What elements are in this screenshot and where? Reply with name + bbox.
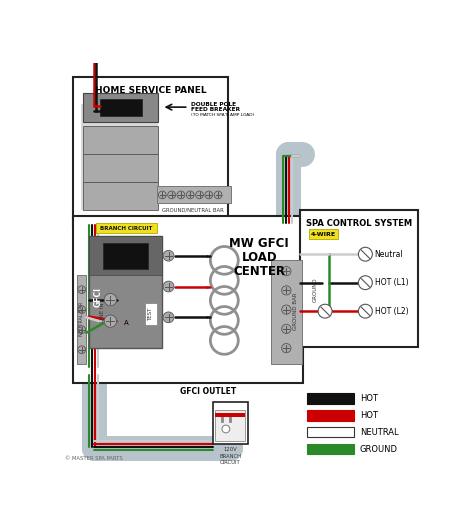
Circle shape [78, 346, 86, 354]
Bar [307, 393, 354, 404]
Circle shape [104, 315, 117, 327]
Circle shape [78, 326, 86, 334]
Text: LOAD: LOAD [241, 251, 277, 264]
Bar [73, 77, 228, 225]
Bar [89, 237, 162, 275]
Text: SPA CONTROL SYSTEM: SPA CONTROL SYSTEM [306, 219, 412, 228]
Bar [82, 93, 158, 122]
Text: LINE IN: LINE IN [100, 302, 105, 322]
Text: HOT: HOT [360, 394, 378, 403]
Circle shape [186, 191, 194, 199]
Bar [100, 99, 142, 115]
Text: NEUTRAL: NEUTRAL [360, 427, 399, 436]
Circle shape [196, 191, 203, 199]
Bar [82, 182, 158, 210]
Circle shape [318, 304, 332, 318]
Text: DOUBLE POLE: DOUBLE POLE [191, 102, 236, 106]
Circle shape [358, 276, 373, 290]
Bar [215, 409, 245, 441]
Text: GFCI OUTLET: GFCI OUTLET [180, 387, 237, 396]
Bar [81, 104, 158, 210]
Text: GROUND BAR: GROUND BAR [293, 292, 298, 330]
Circle shape [163, 250, 174, 261]
Circle shape [205, 191, 213, 199]
Bar [82, 126, 158, 154]
Circle shape [214, 191, 222, 199]
Text: HOT: HOT [360, 411, 378, 419]
Text: GROUND: GROUND [360, 444, 398, 454]
Text: HOME SERVICE PANEL: HOME SERVICE PANEL [95, 86, 207, 95]
Bar [77, 275, 86, 364]
Bar [89, 237, 162, 348]
Bar [96, 222, 157, 232]
Circle shape [282, 267, 291, 276]
Bar [157, 187, 230, 203]
Text: HOT (L2): HOT (L2) [374, 307, 408, 316]
Bar [271, 260, 302, 364]
Text: 120V
BRANCH
CIRCUIT: 120V BRANCH CIRCUIT [219, 447, 241, 465]
Text: CENTER: CENTER [233, 265, 285, 278]
Bar [307, 409, 354, 421]
Text: 4-WIRE: 4-WIRE [311, 232, 336, 237]
Circle shape [78, 286, 86, 294]
Bar [309, 229, 338, 239]
Text: BRANCH CIRCUIT: BRANCH CIRCUIT [100, 226, 153, 230]
Circle shape [222, 425, 230, 433]
Text: NEUTRAL BAR: NEUTRAL BAR [79, 302, 84, 336]
Circle shape [358, 304, 373, 318]
Bar [213, 402, 247, 444]
Circle shape [104, 294, 117, 306]
Circle shape [78, 306, 86, 314]
Text: GROUND/NEUTRAL BAR: GROUND/NEUTRAL BAR [163, 207, 224, 212]
Text: HOT (L1): HOT (L1) [374, 278, 408, 287]
Bar [145, 304, 157, 325]
Bar [82, 154, 158, 182]
Text: TEST: TEST [148, 308, 153, 321]
Circle shape [358, 247, 373, 261]
Bar [307, 444, 354, 454]
Text: GFCI: GFCI [93, 287, 102, 307]
Circle shape [163, 281, 174, 292]
Circle shape [282, 286, 291, 295]
Text: MW GFCI: MW GFCI [229, 237, 289, 250]
Circle shape [158, 191, 166, 199]
Bar [300, 210, 418, 347]
Text: A: A [124, 320, 128, 326]
Circle shape [177, 191, 185, 199]
Circle shape [282, 324, 291, 334]
Bar [307, 427, 354, 437]
Text: GROUND: GROUND [312, 277, 318, 302]
Text: © MASTER SPA PARTS: © MASTER SPA PARTS [65, 456, 123, 461]
Circle shape [168, 191, 175, 199]
Bar [73, 216, 303, 383]
Circle shape [163, 312, 174, 323]
Text: FEED BREAKER: FEED BREAKER [191, 107, 240, 112]
Circle shape [282, 344, 291, 353]
Bar [103, 242, 147, 269]
Circle shape [282, 305, 291, 314]
Text: (TO MATCH SPA'S AMP LOAD): (TO MATCH SPA'S AMP LOAD) [191, 113, 254, 117]
Bar [215, 413, 245, 417]
Text: Neutral: Neutral [374, 250, 403, 259]
